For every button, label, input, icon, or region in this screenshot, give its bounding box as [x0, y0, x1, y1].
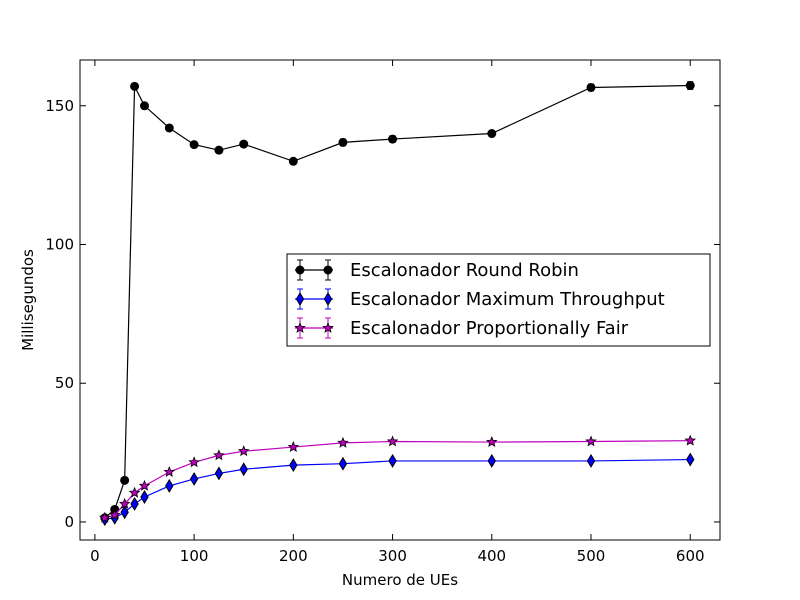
data-point-1-13 [586, 453, 596, 468]
data-point-2-5 [163, 465, 176, 477]
y-axis-title: Millisegundos [19, 249, 37, 351]
legend-marker-1-0 [295, 292, 305, 306]
legend: Escalonador Round Robin Escalonador Maxim… [286, 253, 711, 347]
data-point-0-5 [164, 123, 174, 133]
data-point-1-8 [239, 462, 248, 477]
x-axis-title: Numero de UEs [342, 571, 458, 589]
data-point-2-2 [118, 497, 131, 509]
data-point-0-2 [120, 475, 130, 485]
x-tick-label-0: 0 [90, 547, 100, 565]
data-point-1-7 [214, 466, 224, 481]
data-point-0-10 [338, 137, 348, 147]
data-point-1-4 [140, 490, 149, 504]
legend-marker-2-1 [322, 321, 334, 333]
legend-box [286, 253, 711, 347]
y-tick-label-2: 100 [45, 236, 74, 254]
legend-entry-2: Escalonador Proportionally Fair [294, 317, 629, 339]
data-point-2-7 [213, 449, 225, 461]
data-point-0-7 [214, 145, 224, 155]
data-point-1-3 [130, 496, 139, 511]
data-point-0-13 [586, 82, 596, 92]
data-point-0-14 [685, 81, 695, 91]
data-point-1-11 [388, 453, 397, 468]
legend-marker-2-0 [294, 321, 306, 333]
ticks-layer: 0 100 200 300 400 500 600 0 50 100 150 [45, 60, 720, 565]
data-point-2-10 [337, 436, 349, 448]
series-layer [99, 81, 697, 527]
legend-label-1: Escalonador Maximum Throughput [350, 289, 665, 310]
data-point-2-14 [684, 434, 697, 446]
data-point-1-12 [487, 453, 496, 468]
legend-entry-0: Escalonador Round Robin [295, 259, 579, 281]
legend-label-0: Escalonador Round Robin [350, 260, 579, 281]
data-point-1-5 [165, 478, 174, 493]
data-point-2-13 [585, 435, 597, 447]
legend-label-2: Escalonador Proportionally Fair [350, 318, 629, 339]
data-point-2-12 [486, 435, 498, 447]
data-point-1-2 [120, 505, 129, 520]
data-point-0-9 [288, 156, 298, 166]
data-point-1-10 [338, 456, 348, 471]
data-point-2-3 [128, 486, 141, 498]
x-tick-label-2: 200 [279, 547, 308, 565]
data-point-2-0 [99, 511, 111, 523]
data-point-0-3 [130, 81, 140, 91]
data-point-0-12 [487, 129, 497, 139]
legend-marker-0-0 [295, 265, 305, 275]
legend-entry-1: Escalonador Maximum Throughput [295, 288, 665, 310]
series-2 [99, 434, 697, 523]
data-point-0-8 [239, 139, 249, 149]
legend-marker-0-1 [323, 265, 333, 275]
data-point-0-6 [189, 140, 199, 150]
data-point-0-11 [388, 134, 398, 144]
x-tick-label-6: 600 [676, 547, 705, 565]
y-tick-label-1: 50 [55, 374, 74, 392]
y-tick-label-0: 0 [64, 513, 74, 531]
plot-frame [79, 59, 721, 541]
data-point-0-4 [139, 101, 149, 111]
data-point-1-6 [189, 471, 199, 486]
x-tick-label-5: 500 [577, 547, 606, 565]
x-tick-label-1: 100 [180, 547, 209, 565]
data-point-2-11 [386, 435, 399, 447]
x-tick-label-4: 400 [477, 547, 506, 565]
data-point-1-14 [686, 452, 695, 467]
data-point-1-9 [289, 458, 298, 473]
series-1 [100, 452, 695, 527]
legend-marker-1-1 [323, 292, 333, 306]
x-tick-label-3: 300 [378, 547, 407, 565]
y-tick-label-3: 150 [45, 97, 74, 115]
data-point-2-1 [108, 508, 121, 520]
data-point-2-4 [138, 479, 151, 491]
data-point-2-8 [237, 445, 250, 457]
data-point-2-6 [188, 456, 200, 468]
data-point-2-9 [287, 440, 300, 452]
